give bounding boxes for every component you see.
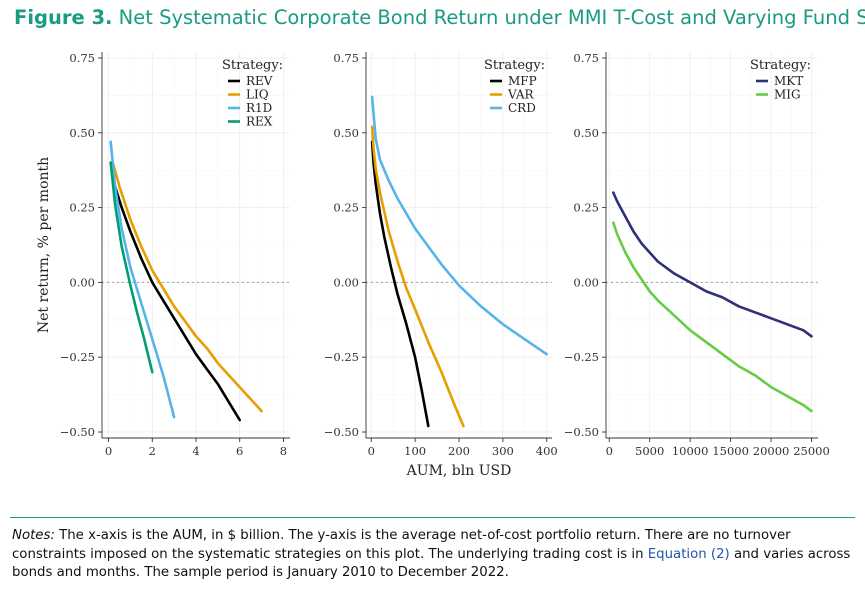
x-tick-label: 8 [280, 444, 287, 458]
y-tick-label: 0.75 [573, 51, 599, 65]
y-tick-label: 0.25 [69, 201, 95, 215]
legend-label-crd: CRD [508, 101, 536, 115]
y-tick-label: −0.50 [564, 425, 599, 439]
figure-title-text: Net Systematic Corporate Bond Return und… [118, 6, 865, 29]
x-tick-label: 2 [149, 444, 156, 458]
y-tick-label: −0.25 [564, 350, 599, 364]
figure-title: Figure 3. Net Systematic Corporate Bond … [14, 6, 865, 29]
series-line-rex [109, 161, 154, 374]
y-tick-label: 0.75 [69, 51, 95, 65]
y-tick-label: 0.50 [69, 126, 95, 140]
series-line-rev [109, 161, 241, 422]
chart-panel-1: 0 2 4 6 8 −0.50 −0.25 0.00 0.25 0.50 0.75 Strategy:… [36, 51, 290, 458]
notes-paragraph: Notes: The x-axis is the AUM, in $ billi… [12, 527, 857, 583]
x-tick-label: 4 [192, 444, 199, 458]
y-axis-label: Net return, % per month [36, 157, 52, 333]
legend-label-rev: REV [246, 74, 273, 88]
x-tick-label: 100 [404, 444, 426, 458]
y-tick-label: 0.00 [333, 275, 359, 289]
y-tick-label: 0.25 [333, 201, 359, 215]
notes-label: Notes: [12, 528, 55, 543]
chart-panel-2: 0 100 200 300 400 −0.50 −0.25 0.00 0.25 0.50 0.75 S… [324, 51, 558, 479]
x-tick-label: 0 [368, 444, 375, 458]
y-tick-label: 0.00 [69, 275, 95, 289]
x-tick-label: 20000 [753, 444, 790, 458]
x-tick-label: 6 [236, 444, 243, 458]
x-tick-label: 400 [536, 444, 558, 458]
y-tick-label: −0.50 [60, 425, 95, 439]
x-tick-label: 200 [448, 444, 470, 458]
series-line-liq [111, 161, 263, 413]
series-line-var [370, 125, 465, 428]
series-line-r1d [109, 140, 176, 419]
series-line-crd [370, 95, 548, 356]
legend-title: Strategy: [484, 58, 545, 73]
series-line-mkt [612, 191, 813, 338]
notes-text-after: and varies across bonds and months. The … [12, 546, 851, 581]
y-tick-label: −0.25 [60, 350, 95, 364]
x-tick-label: 300 [492, 444, 514, 458]
x-tick-label: 10000 [672, 444, 709, 458]
notes-text-before: The x-axis is the AUM, in $ billion. The… [12, 528, 791, 562]
series-line-mfp [370, 140, 430, 428]
y-tick-label: 0.00 [573, 275, 599, 289]
legend-label-mkt: MKT [774, 74, 803, 88]
legend-title: Strategy: [750, 58, 811, 73]
series-line-mig [612, 221, 813, 413]
x-axis-label: AUM, bln USD [406, 463, 512, 479]
x-tick-label: 15000 [712, 444, 749, 458]
legend-label-mig: MIG [774, 88, 801, 102]
y-tick-label: −0.25 [324, 350, 359, 364]
x-tick-label: 0 [105, 444, 112, 458]
legend-label-liq: LIQ [246, 88, 269, 102]
legend-title: Strategy: [222, 58, 283, 73]
figure-label: Figure 3. [14, 6, 113, 29]
x-tick-label: 0 [606, 444, 613, 458]
chart-figure: 0 2 4 6 8 −0.50 −0.25 0.00 0.25 0.50 0.75 Strategy:… [36, 51, 830, 479]
x-tick-label: 5000 [635, 444, 664, 458]
y-tick-label: 0.75 [333, 51, 359, 65]
equation-link[interactable]: Equation (2) [647, 546, 730, 562]
chart-panel-3: 0 5000 10000 15000 20000 25000 −0.50 −0.25 0.00 0… [564, 51, 830, 458]
x-tick-label: 25000 [793, 444, 830, 458]
y-tick-label: −0.50 [324, 425, 359, 439]
notes-divider [10, 517, 855, 518]
legend-label-mfp: MFP [508, 74, 537, 88]
legend-label-r1d: R1D [246, 101, 272, 115]
legend-label-rex: REX [246, 115, 273, 129]
y-tick-label: 0.50 [573, 126, 599, 140]
legend-label-var: VAR [507, 88, 535, 102]
y-tick-label: 0.50 [333, 126, 359, 140]
y-tick-label: 0.25 [573, 201, 599, 215]
